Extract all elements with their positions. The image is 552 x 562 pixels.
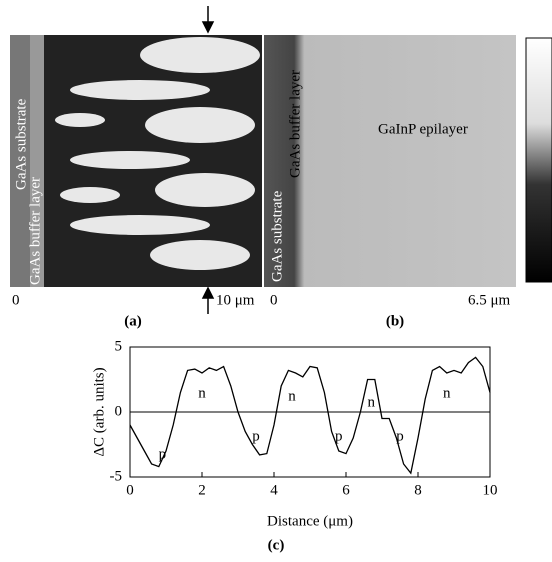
x-tick-label: 0 <box>126 482 134 498</box>
x-tick-label: 8 <box>414 482 422 498</box>
layer-label: GaInP epilayer <box>378 121 468 137</box>
scale-label: 6.5 μm <box>468 292 511 308</box>
panel-caption: (a) <box>124 313 142 329</box>
scale-label: 0 <box>270 292 278 308</box>
micrograph-b <box>264 35 516 287</box>
layer-label: GaAs substrate <box>13 98 29 190</box>
y-tick-label: -5 <box>110 468 123 484</box>
annotation: n <box>288 388 296 404</box>
scale-label: 0 <box>12 292 20 308</box>
layer-label: GaAs substrate <box>269 190 285 282</box>
annotation: p <box>159 446 167 462</box>
x-tick-label: 4 <box>270 482 278 498</box>
x-tick-label: 2 <box>198 482 206 498</box>
scale-label: 10 μm <box>216 292 255 308</box>
chart-caption: (c) <box>268 537 285 553</box>
color-bar <box>525 37 552 283</box>
annotation: n <box>367 394 375 410</box>
annotation: p <box>252 428 260 444</box>
x-axis-label: Distance (μm) <box>267 513 353 529</box>
y-tick-label: 5 <box>115 338 123 354</box>
y-tick-label: 0 <box>115 403 123 419</box>
annotation: n <box>443 385 451 401</box>
data-line <box>129 356 491 475</box>
arrows <box>201 6 215 314</box>
x-tick-label: 6 <box>342 482 350 498</box>
y-axis-label: ΔC (arb. units) <box>91 367 107 456</box>
micrograph-a <box>10 35 262 287</box>
annotation: n <box>198 385 206 401</box>
layer-label: GaAs buffer layer <box>27 177 43 285</box>
annotation: p <box>335 428 343 444</box>
layer-label: GaAs buffer layer <box>287 70 303 178</box>
panel-caption: (b) <box>386 313 404 329</box>
x-tick-label: 10 <box>483 482 498 498</box>
annotation: p <box>396 428 404 444</box>
